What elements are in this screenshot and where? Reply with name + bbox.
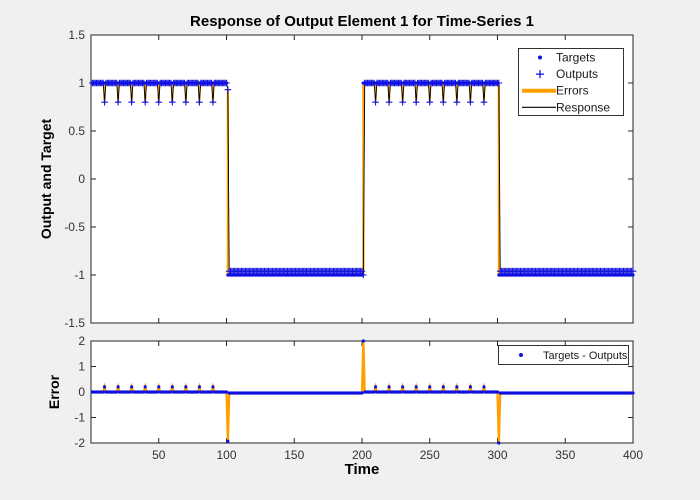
x-tick-label: 50 xyxy=(152,448,166,462)
y-tick-label: 1 xyxy=(78,76,85,90)
y-tick-label: -1.5 xyxy=(64,316,85,330)
y-tick-label: 0 xyxy=(78,385,85,399)
legend-top: Targets Outputs Errors Response xyxy=(518,48,624,116)
x-axis-label-time: Time xyxy=(344,461,380,478)
error-dots-series xyxy=(90,339,635,445)
y-tick-label: 2 xyxy=(78,334,85,348)
legend-label-response: Response xyxy=(556,100,610,114)
y-tick-label: -2 xyxy=(74,436,85,450)
legend-bottom-box xyxy=(498,345,629,365)
x-tick-label: 100 xyxy=(216,448,236,462)
x-tick-label: 300 xyxy=(487,448,507,462)
legend-label-targets: Targets xyxy=(556,51,595,65)
legend-plus-marker xyxy=(536,70,544,79)
x-tick-label: 350 xyxy=(555,448,575,462)
y-axis-label-output-and-target: Output and Target xyxy=(38,118,54,240)
y-tick-label: 0 xyxy=(78,172,85,186)
y-tick-label: 0.5 xyxy=(68,124,85,138)
x-tick-label: 200 xyxy=(352,448,372,462)
legend-label-targets-outputs: Targets - Outputs xyxy=(543,350,628,362)
chart-title: Response of Output Element 1 for Time-Se… xyxy=(190,13,534,30)
x-tick-label: 250 xyxy=(420,448,440,462)
y-tick-label: -1 xyxy=(74,411,85,425)
legend-label-errors: Errors xyxy=(556,84,589,98)
legend-label-outputs: Outputs xyxy=(556,67,598,81)
x-tick-label: 150 xyxy=(284,448,304,462)
y-tick-label: -0.5 xyxy=(64,220,85,234)
x-tick-label: 400 xyxy=(623,448,643,462)
y-tick-label: 1.5 xyxy=(68,28,85,42)
legend-dot-marker xyxy=(538,55,542,60)
legend-top-box xyxy=(518,48,624,116)
y-tick-label: 1 xyxy=(78,360,85,374)
legend-dot-marker xyxy=(519,353,523,357)
y-axis-label-error: Error xyxy=(46,374,62,410)
errors-series xyxy=(103,83,500,275)
y-tick-label: -1 xyxy=(74,268,85,282)
legend-bottom: Targets - Outputs xyxy=(498,345,629,365)
outputs-series xyxy=(89,79,637,279)
